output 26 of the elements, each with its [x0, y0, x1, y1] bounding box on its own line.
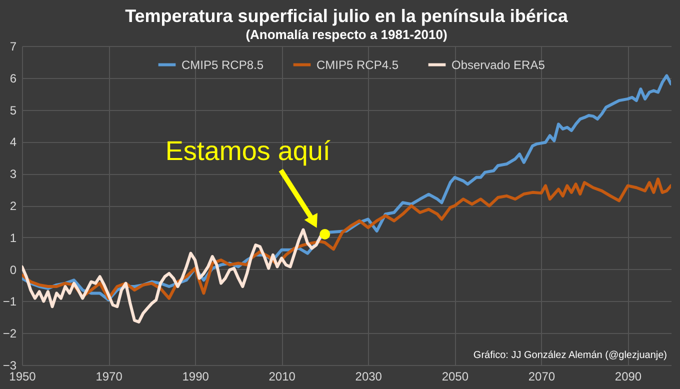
- y-tick-label: 3: [10, 167, 17, 182]
- annotation: Estamos aquí: [165, 136, 331, 166]
- x-tick-label: 1970: [96, 370, 123, 384]
- x-tick-label: 1990: [182, 370, 210, 384]
- y-tick-label: 0: [10, 262, 17, 277]
- x-tick-label: 2090: [614, 370, 642, 384]
- y-tick-label: 2: [10, 199, 17, 213]
- chart-subtitle: (Anomalía respecto a 1981-2010): [246, 27, 448, 42]
- legend-label: CMIP5 RCP4.5: [316, 58, 399, 72]
- legend-label: Observado ERA5: [452, 58, 546, 72]
- x-tick-label: 2030: [355, 370, 382, 384]
- legend-label: CMIP5 RCP8.5: [182, 58, 264, 72]
- chart-title: Temperatura superficial julio en la península ibérica: [125, 6, 569, 26]
- x-tick-label: 2050: [442, 370, 469, 384]
- x-tick-label: 2070: [528, 370, 556, 384]
- x-tick-label: 1950: [9, 370, 36, 384]
- y-tick-label: 6: [10, 71, 17, 86]
- y-tick-label: 7: [10, 40, 17, 54]
- y-tick-label: 1: [10, 230, 17, 245]
- annotation: Gráfico: JJ González Alemán (@glezjuanje): [473, 350, 667, 361]
- y-tick-label: −1: [2, 294, 17, 309]
- x-tick-label: 2010: [268, 370, 296, 384]
- y-tick-label: −3: [2, 358, 17, 372]
- y-tick-label: 4: [10, 135, 17, 150]
- y-tick-label: −2: [2, 326, 17, 341]
- y-tick-label: 5: [10, 103, 17, 118]
